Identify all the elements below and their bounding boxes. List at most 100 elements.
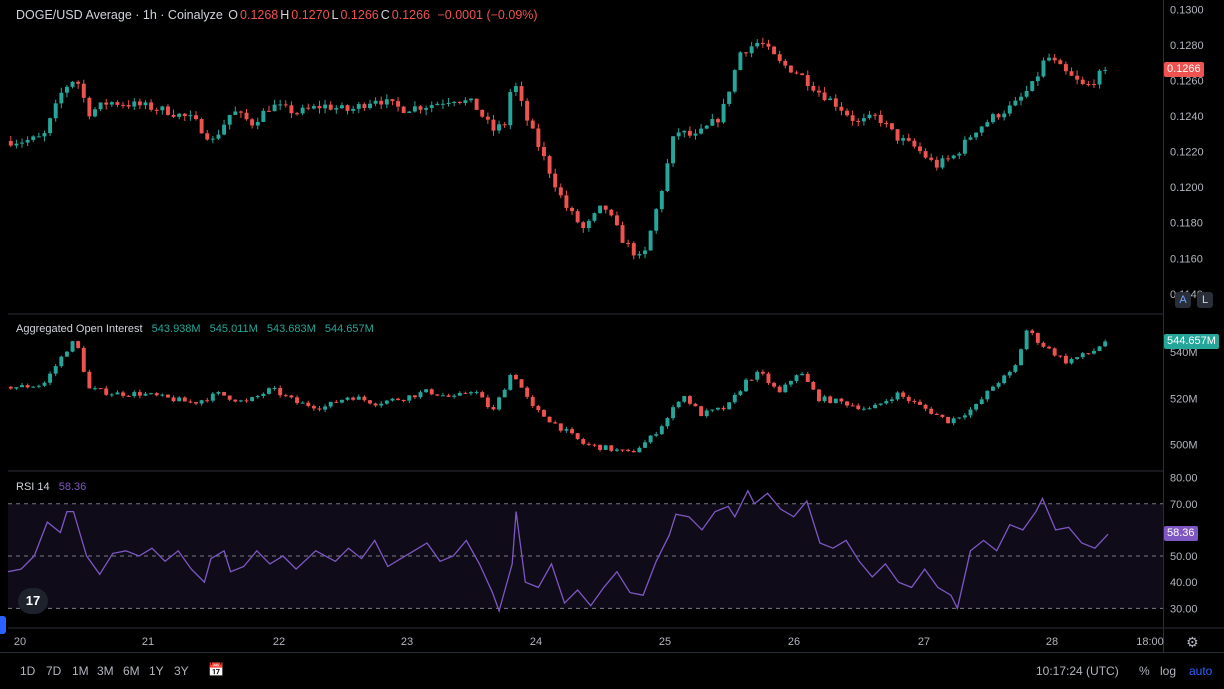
candle-body — [783, 384, 788, 393]
candle-body — [525, 100, 530, 121]
candle-body — [637, 254, 642, 256]
candle-body — [311, 405, 316, 409]
range-3y[interactable]: 3Y — [174, 664, 189, 678]
candle-body — [469, 98, 473, 101]
ohlc-key: L — [331, 8, 339, 22]
candle-body — [1092, 350, 1096, 354]
candle-body — [1103, 69, 1108, 71]
candle-body — [497, 397, 502, 410]
candle-body — [671, 136, 676, 164]
candle-body — [654, 209, 659, 231]
candle-body — [412, 106, 417, 112]
auto-scale-toggle[interactable]: A — [1175, 292, 1191, 308]
candle-body — [732, 70, 737, 92]
candle-body — [59, 92, 64, 104]
candle-body — [598, 205, 603, 214]
time-tick-label: 27 — [918, 636, 930, 648]
candle-body — [1103, 341, 1108, 347]
range-3m[interactable]: 3M — [97, 664, 114, 678]
candle-body — [160, 394, 165, 396]
candle-body — [452, 101, 457, 103]
range-1d[interactable]: 1D — [20, 664, 36, 678]
candle-body — [744, 379, 748, 392]
candle-body — [177, 113, 182, 117]
candle-body — [609, 209, 614, 216]
candle-body — [300, 402, 305, 404]
candle-body — [311, 106, 316, 109]
candle-body — [833, 98, 838, 107]
range-1m[interactable]: 1M — [72, 664, 89, 678]
candle-body — [951, 418, 956, 424]
candle-body — [968, 409, 973, 416]
candle-body — [682, 130, 687, 133]
candle-body — [48, 373, 53, 383]
candle-body — [137, 392, 142, 396]
candle-body — [160, 106, 165, 111]
candle-body — [25, 139, 30, 143]
candle-body — [165, 394, 170, 398]
candle-body — [165, 106, 170, 115]
candle-body — [194, 115, 198, 120]
symbol-title[interactable]: DOGE/USD Average · 1h · Coinalyze — [16, 8, 223, 22]
candle-body — [738, 52, 743, 71]
auto-toggle[interactable]: auto — [1189, 664, 1213, 678]
ohlc-value: 0.1268 — [240, 8, 279, 22]
percent-toggle[interactable]: % — [1139, 664, 1150, 678]
open-interest-label[interactable]: Aggregated Open Interest — [16, 323, 143, 335]
candle-body — [996, 383, 1001, 387]
candle-body — [390, 398, 395, 401]
candle-body — [805, 75, 810, 86]
candle-body — [244, 112, 249, 120]
candle-body — [210, 138, 215, 140]
candle-body — [446, 395, 451, 397]
candle-body — [738, 391, 743, 395]
candle-body — [519, 379, 524, 388]
candle-body — [839, 398, 844, 402]
candle-body — [648, 230, 653, 251]
candle-body — [59, 356, 64, 367]
candle-body — [715, 119, 720, 123]
candle-body — [300, 107, 305, 114]
candle-body — [227, 395, 232, 400]
candle-body — [1052, 348, 1057, 356]
candle-body — [817, 90, 821, 93]
candle-body — [721, 407, 726, 410]
candle-body — [850, 115, 855, 121]
left-panel-handle[interactable] — [0, 616, 6, 634]
gear-icon[interactable]: ⚙ — [1186, 634, 1199, 650]
candle-body — [783, 60, 788, 66]
candle-body — [227, 114, 232, 125]
candle-body — [81, 347, 86, 372]
tradingview-logo[interactable]: 17 — [18, 588, 48, 614]
candle-body — [979, 399, 984, 404]
candle-body — [1019, 349, 1023, 366]
candle-body — [31, 386, 36, 388]
candle-body — [710, 409, 715, 411]
candle-body — [671, 407, 676, 419]
range-6m[interactable]: 6M — [123, 664, 140, 678]
candle-body — [261, 110, 266, 122]
candle-body — [693, 403, 698, 407]
price-tick-label: 0.1300 — [1170, 5, 1204, 17]
candle-body — [81, 83, 86, 98]
candle-body — [654, 434, 659, 436]
candle-body — [1069, 358, 1074, 364]
candle-body — [8, 386, 13, 389]
clock-readout[interactable]: 10:17:24 (UTC) — [1036, 664, 1119, 678]
candle-body — [14, 143, 19, 146]
candle-body — [502, 389, 507, 398]
calendar-icon[interactable]: 📅 — [208, 662, 225, 677]
candle-body — [93, 109, 97, 117]
log-toggle[interactable]: log — [1160, 664, 1177, 678]
candle-body — [53, 366, 58, 374]
candle-body — [699, 128, 704, 134]
range-1y[interactable]: 1Y — [149, 664, 164, 678]
candle-body — [1002, 113, 1007, 118]
log-scale-toggle[interactable]: L — [1197, 292, 1213, 308]
candle-body — [609, 445, 614, 451]
time-tick-label: 21 — [142, 636, 154, 648]
candle-body — [317, 408, 322, 410]
rsi-label[interactable]: RSI 14 — [16, 481, 50, 493]
range-7d[interactable]: 7D — [46, 664, 62, 678]
